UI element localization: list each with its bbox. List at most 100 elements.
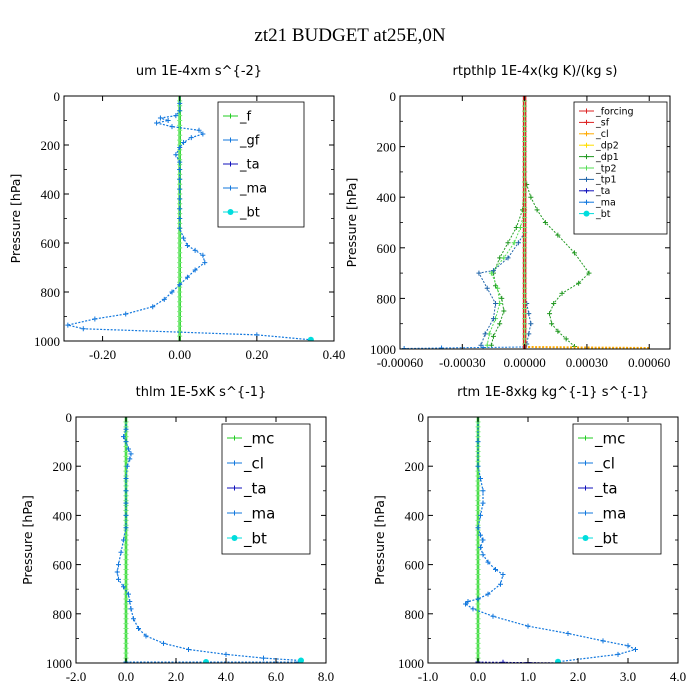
x-tick-label: -1.0 [418,669,439,684]
legend-marker [584,142,589,148]
data-point [143,633,149,639]
y-axis-label: Pressure [hPa] [8,174,23,264]
legend-marker [584,108,589,114]
data-point [186,646,191,652]
data-point [522,260,528,266]
data-point [522,220,528,225]
data-point [522,118,528,124]
data-point [169,289,175,295]
data-point [475,552,481,558]
data-point [475,525,481,531]
y-tick-label: 400 [405,508,425,523]
data-point [123,488,129,494]
data-point [401,345,407,349]
data-point [475,488,481,494]
x-tick-label: 0.40 [323,347,346,362]
legend-marker [583,485,588,491]
data-point [475,562,481,568]
data-point [177,196,183,202]
data-point [522,169,528,175]
data-point [522,184,528,190]
data-point [127,456,133,462]
data-point [161,640,166,646]
data-point [261,655,266,661]
data-point [505,255,511,261]
data-point [555,328,561,334]
legend-label: _bt [594,529,618,548]
plot-area [114,417,304,663]
data-point [124,463,130,469]
x-tick-label: 2.0 [168,669,184,684]
data-point [123,611,129,617]
data-point [549,321,555,327]
data-point [177,269,183,275]
data-point [500,659,506,663]
data-point [555,658,561,663]
data-point [490,613,496,619]
data-point [478,512,483,518]
legend-label: _f [239,110,252,125]
x-tick-label: 0.00060 [628,355,670,370]
data-point [478,476,483,481]
legend-label: _forcing [595,106,634,117]
data-point [522,225,528,231]
legend-label: _cl [594,454,615,473]
data-point [522,164,528,170]
data-point [522,240,528,246]
data-point [505,240,511,246]
y-tick-label: 600 [53,558,73,573]
data-point [500,571,506,577]
figure-title: zt21 BUDGET at25E,0N [254,25,445,46]
legend-marker [231,535,238,541]
data-point [522,311,528,317]
plot-area [401,96,650,349]
data-point [633,646,638,652]
data-point [522,174,528,180]
x-tick-label: 0.0 [470,669,486,684]
data-point [123,525,129,531]
data-point [482,331,488,337]
x-tick-label: 0.00 [168,347,191,362]
data-point [600,638,606,644]
data-point [522,300,528,306]
data-point [485,559,491,565]
series-line [67,96,311,341]
data-point [478,532,483,538]
y-tick-label: 600 [377,241,397,256]
data-point [177,230,183,236]
data-point [177,118,183,123]
legend-marker [583,435,588,441]
data-point [475,571,481,577]
data-point [522,255,528,261]
data-point [493,567,498,573]
y-tick-label: 1000 [34,334,60,349]
y-tick-label: 0 [390,89,397,104]
data-point [123,512,129,518]
data-point [522,331,528,337]
data-point [154,120,160,126]
data-point [177,314,183,319]
data-point [177,309,183,315]
data-point [184,274,190,280]
data-point [522,250,528,256]
data-point [522,285,528,291]
data-point [196,127,202,133]
data-point [490,333,496,339]
legend-marker [227,209,234,215]
data-point [475,542,481,548]
legend-label: _ma [595,198,616,209]
data-point [177,250,183,256]
data-point [475,640,481,646]
legend-marker [583,460,588,466]
data-point [490,268,496,274]
data-point [177,216,183,221]
x-tick-label: 0.00030 [566,355,608,370]
panel-title: um 1E-4xm s^{-2} [136,64,262,79]
y-tick-label: 0 [418,410,425,425]
data-point [177,132,183,138]
data-point [475,581,481,587]
series-line [524,345,650,349]
data-point [177,260,183,266]
data-point [123,645,129,651]
